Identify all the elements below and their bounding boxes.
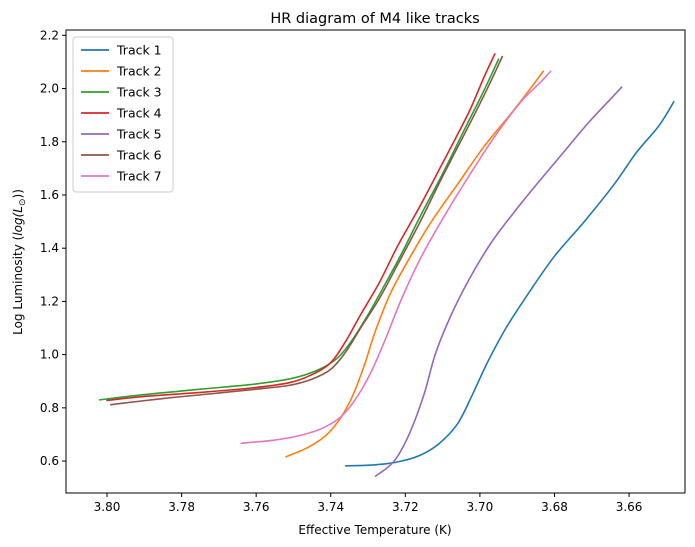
x-tick-label: 3.72	[392, 500, 419, 514]
legend-entry-label: Track 4	[116, 106, 162, 121]
y-tick-label: 2.2	[40, 28, 59, 42]
x-tick-label: 3.66	[616, 500, 643, 514]
y-axis-label-prefix: Log Luminosity (	[11, 236, 25, 335]
series-line-track-1	[344, 101, 675, 467]
y-tick-label: 1.6	[40, 188, 59, 202]
y-tick-label: 2.0	[40, 82, 59, 96]
y-axis-label: Log Luminosity (log(L⊙))	[11, 189, 28, 335]
series-line-track-5	[374, 86, 623, 478]
series-line-track-2	[285, 70, 545, 458]
legend: Track 1 Track 2 Track 3 Track 4 Track 5 Track…	[72, 36, 174, 193]
y-axis-label-suffix: ))	[11, 189, 25, 198]
y-tick-label: 1.4	[40, 241, 59, 255]
chart-title: HR diagram of M4 like tracks	[270, 11, 479, 27]
legend-entry-label: Track 7	[116, 169, 162, 184]
x-axis-label: Effective Temperature (K)	[298, 523, 451, 537]
series-line-track-7	[240, 70, 552, 445]
y-tick-label: 0.6	[40, 454, 59, 468]
plot-area	[98, 53, 675, 478]
legend-entry-label: Track 3	[116, 85, 162, 100]
axes-frame	[65, 29, 686, 494]
x-tick-label: 3.80	[94, 500, 121, 514]
y-tick-label: 1.2	[40, 294, 59, 308]
x-tick-label: 3.70	[467, 500, 494, 514]
legend-entry-label: Track 1	[116, 43, 162, 58]
x-tick-label: 3.76	[243, 500, 270, 514]
legend-entry-label: Track 6	[116, 148, 162, 163]
x-tick-label: 3.68	[541, 500, 568, 514]
legend-box	[72, 36, 174, 193]
series-line-track-4	[106, 53, 496, 402]
x-tick-label: 3.78	[168, 500, 195, 514]
y-axis-label-math: log(L	[11, 206, 25, 236]
y-tick-label: 0.8	[40, 401, 59, 415]
y-axis: 0.6 0.8 1.0 1.2 1.4 1.6 1.8 2.0 2.2	[40, 28, 66, 468]
y-tick-label: 1.0	[40, 348, 59, 362]
x-axis: 3.80 3.78 3.76 3.74 3.72 3.70 3.68 3.66	[94, 493, 643, 514]
legend-entry-label: Track 2	[116, 64, 162, 79]
y-tick-label: 1.8	[40, 135, 59, 149]
x-tick-label: 3.74	[317, 500, 344, 514]
series-line-track-6	[109, 55, 504, 406]
legend-entry-label: Track 5	[116, 127, 162, 142]
y-axis-label-sub: ⊙	[18, 198, 28, 206]
